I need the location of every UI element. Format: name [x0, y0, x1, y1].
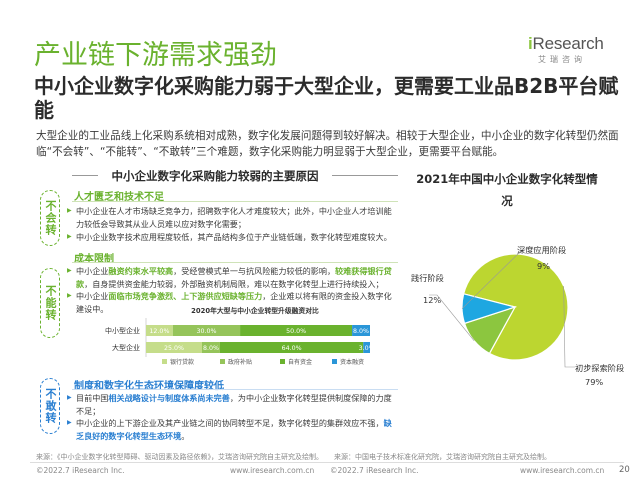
bar-segment	[146, 325, 173, 336]
section-divider	[72, 201, 398, 202]
bar-segment	[352, 325, 370, 336]
legend-label: 政府补贴	[228, 358, 252, 366]
bar-segment	[172, 325, 241, 336]
section-tag-dare-not-transform: 不敢转	[40, 378, 60, 434]
pie-slice-label: 初步探索阶段	[575, 363, 624, 373]
bar-value-label: 64.0%	[282, 345, 302, 352]
page-title: 产业链下游需求强劲	[34, 40, 277, 71]
bar-segment	[219, 342, 364, 353]
section-tag-unable-transform: 不能转	[40, 268, 60, 338]
bar-value-label: 50.0%	[286, 328, 306, 335]
right-source-note: 来源：中国电子技术标准化研究院，艾瑞咨询研究院自主研究及绘制。	[334, 453, 551, 461]
pie-value-label: 79%	[585, 377, 603, 387]
bar-segment	[202, 342, 220, 353]
bullet-item: 中小企业数字技术应用程度较低，其产品结构多位于产业链低端，数字化转型难度较大。	[67, 231, 398, 244]
intro-paragraph: 大型企业的工业品线上化采购系统相对成熟，数字化发展问题得到较好解决。相较于大型企…	[36, 130, 619, 158]
section-title-cost: 成本限制	[74, 254, 114, 265]
category-label: 大型企业	[112, 343, 140, 352]
category-label: 中小型企业	[105, 326, 140, 335]
section-tag-cannot-transform: 不会转	[40, 190, 60, 246]
pie-leader-line	[461, 248, 535, 309]
section-divider	[72, 262, 398, 263]
pie-value-label: 9%	[537, 261, 550, 271]
legend-label: 自有资金	[288, 358, 312, 366]
left-heading-rule	[332, 175, 398, 176]
bar-segment	[146, 342, 202, 353]
bar-segment	[240, 325, 353, 336]
bar-value-label: 8.0%	[203, 345, 219, 352]
bullet-item: 中小企业面临市场竞争激烈、上下游供应短缺等压力，企业难以将有限的资金投入数字化建…	[67, 290, 398, 315]
logo-chinese-name: 艾瑞咨询	[538, 55, 586, 64]
bullet-item: 目前中国相关战略设计与制度体系尚未完善，为中小企业数字化转型提供制度保障的力度不…	[67, 392, 398, 417]
transformation-stage-pie-chart: 初步探索阶段 79% 践行阶段 12% 深度应用阶段 9%	[411, 245, 624, 387]
bar-segment	[363, 342, 370, 353]
left-source-note: 来源：《中小企业数字化转型障碍、驱动因素及路径依赖》，艾瑞咨询研究院自主研究及绘…	[36, 453, 323, 461]
bullet-item: 中小企业的上下游企业及其产业链之间的协同转型不足，数字化转型的集群效应不强，缺乏…	[67, 417, 398, 442]
bar-value-label: 3.0%	[359, 345, 375, 352]
bar-value-label: 30.0%	[196, 328, 216, 335]
section-title-ecosystem: 制度和数字化生态环境保障度较低	[74, 381, 224, 392]
iresearch-logo: iResearch 艾瑞咨询	[528, 34, 612, 70]
footer-divider	[30, 462, 624, 463]
left-heading-rule	[72, 175, 98, 176]
section-divider	[72, 389, 398, 390]
footer-copyright: ©2022.7 iResearch Inc.	[330, 466, 419, 475]
legend-label: 银行贷款	[170, 358, 194, 366]
pie-value-label: 12%	[423, 295, 441, 305]
chart-title: 2020年大型与中小企业转型升级融资对比	[191, 306, 319, 315]
legend-swatch	[162, 359, 167, 364]
legend-label: 资本融资	[340, 358, 364, 366]
bullet-item: 中小企业融资约束水平较高，受经营模式单一与抗风险能力较低的影响，较难获得银行贷款…	[67, 265, 398, 290]
left-panel-heading: 中小企业数字化采购能力较弱的主要原因	[111, 169, 319, 183]
right-panel-heading: 2021年中国中小企业数字化转型情况	[416, 172, 598, 208]
footer-website-link[interactable]: www.iresearch.com.cn	[230, 466, 315, 475]
legend-swatch	[220, 359, 225, 364]
logo-wordmark: iResearch	[528, 34, 604, 53]
pie-slice-label: 深度应用阶段	[517, 245, 566, 255]
pie-leader-line	[563, 285, 575, 368]
bullet-item: 中小企业在人才市场缺乏竞争力，招聘数字化人才难度较大；此外，中小企业人才培训能力…	[67, 205, 398, 230]
footer-website-link[interactable]: www.iresearch.com.cn	[520, 466, 605, 475]
pie-slice-label: 践行阶段	[411, 273, 444, 283]
bar-value-label: 12.0%	[149, 328, 169, 335]
page-number: 20	[619, 465, 630, 475]
footer-copyright: ©2022.7 iResearch Inc.	[36, 466, 125, 475]
pie-leader-line	[429, 294, 475, 341]
page-subtitle: 中小企业数字化采购能力弱于大型企业，更需要工业品B2B平台赋能	[34, 74, 619, 122]
bar-value-label: 8.0%	[353, 328, 369, 335]
bar-value-label: 25.0%	[164, 345, 184, 352]
legend-swatch	[332, 359, 337, 364]
section-title-talent: 人才匮乏和技术不足	[74, 192, 164, 203]
legend-swatch	[280, 359, 285, 364]
